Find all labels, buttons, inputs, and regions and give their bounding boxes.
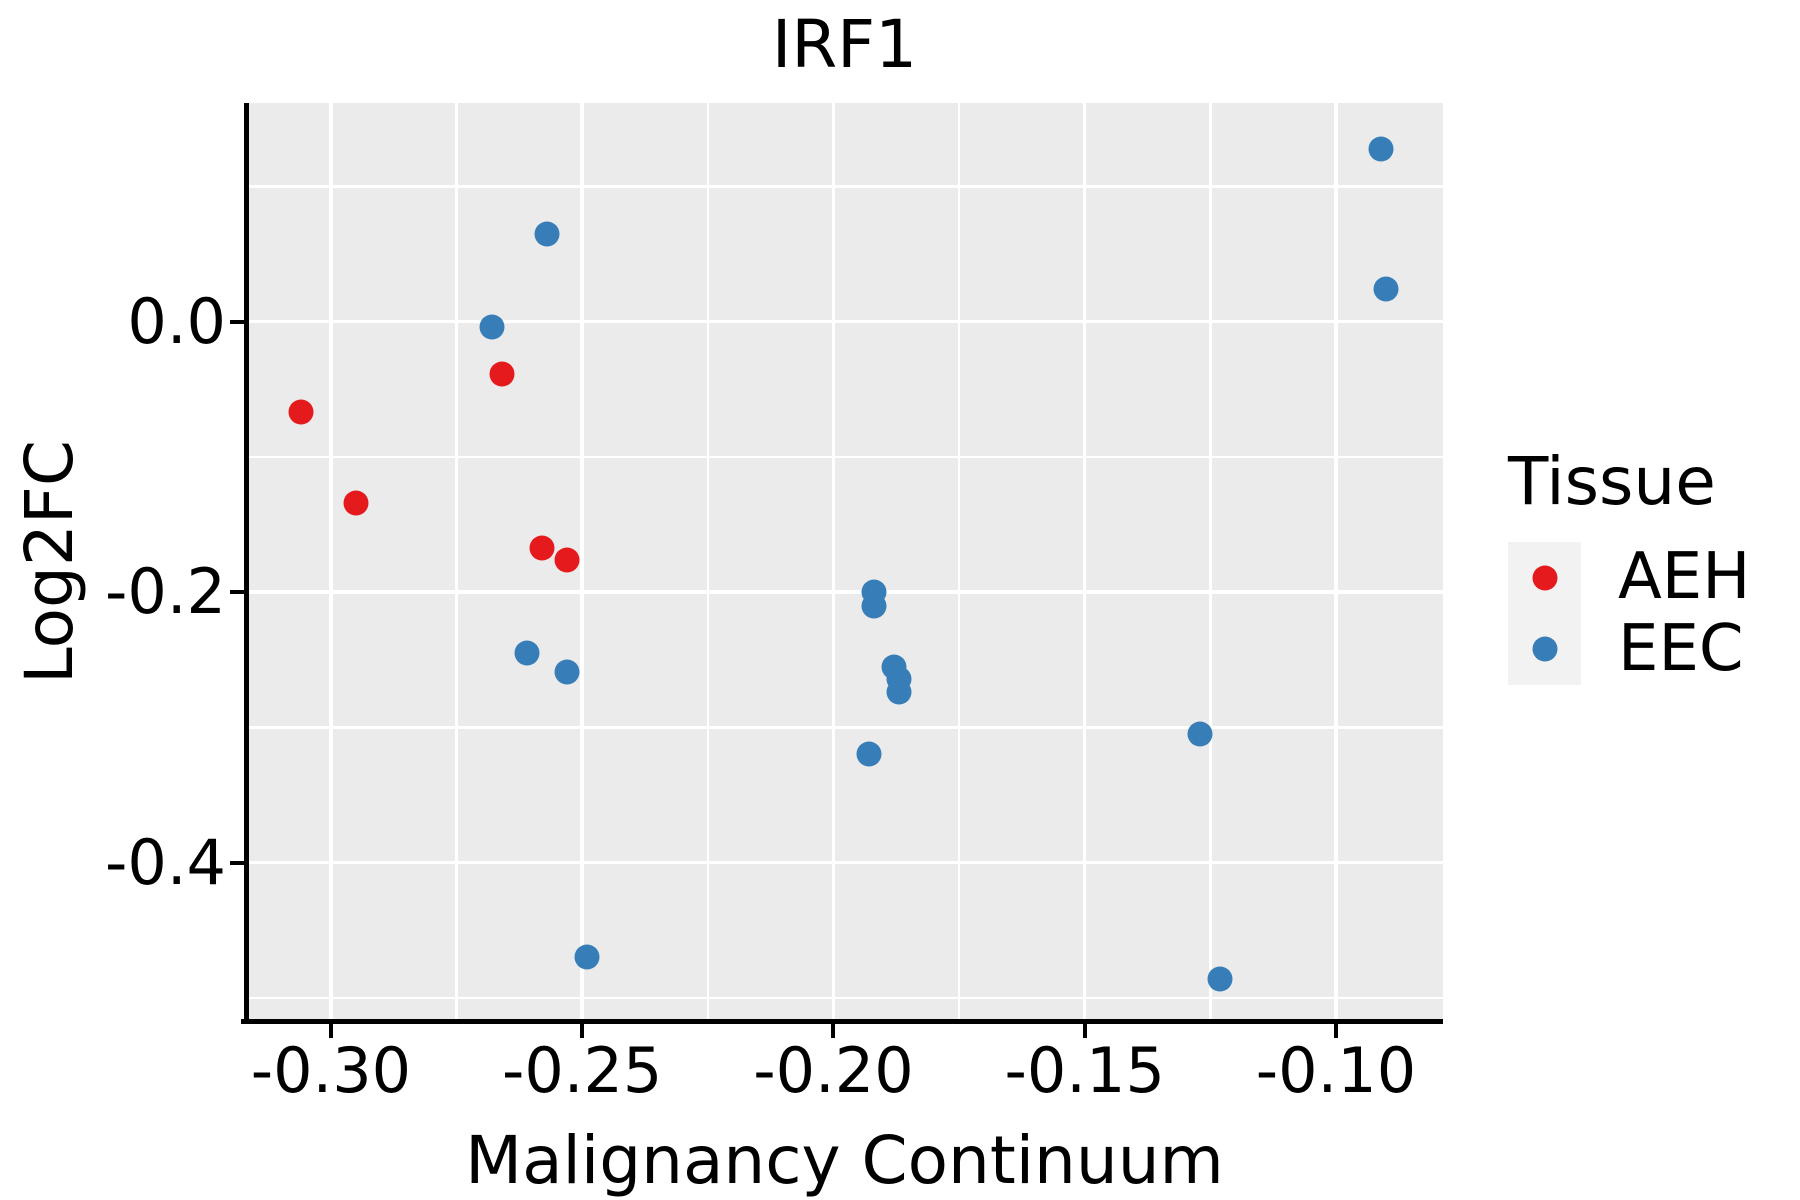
x-axis-title: Malignancy Continuum [465, 1122, 1224, 1199]
aeh-legend-dot [1532, 565, 1557, 591]
legend-label-eec: EEC [1618, 611, 1744, 686]
y-tick-label: -0.2 [105, 555, 226, 629]
x-tick-label: -0.15 [1004, 1034, 1165, 1107]
aeh-data-point [489, 361, 515, 387]
eec-data-point [1207, 966, 1233, 992]
aeh-data-point [529, 535, 555, 561]
aeh-data-point [343, 490, 369, 516]
legend-title: Tissue [1508, 443, 1716, 520]
eec-data-point [479, 314, 505, 340]
aeh-data-point [554, 547, 580, 573]
eec-data-point [554, 659, 580, 685]
eec-data-point [574, 944, 600, 970]
aeh-data-point [288, 399, 314, 425]
y-tick-label: 0.0 [127, 284, 226, 358]
eec-legend-dot [1532, 636, 1557, 662]
x-axis-line [241, 1019, 1443, 1024]
plot-title: IRF1 [771, 6, 918, 83]
legend: Tissue AEH EEC [1508, 444, 1750, 685]
eec-data-point [856, 741, 882, 767]
x-tick-label: -0.10 [1255, 1034, 1417, 1107]
eec-data-point [886, 679, 912, 705]
legend-key-box [1508, 613, 1581, 685]
eec-data-point [534, 221, 560, 247]
x-tick-label: -0.20 [753, 1034, 914, 1107]
y-axis-title: Log2FC [11, 440, 88, 684]
eec-data-point [514, 640, 540, 666]
legend-entry-eec: EEC [1508, 611, 1750, 686]
eec-data-point [1368, 136, 1394, 162]
legend-entry-aeh: AEH [1508, 540, 1751, 614]
x-tick-label: -0.30 [250, 1034, 412, 1107]
eec-data-point [1373, 276, 1399, 302]
legend-key-box [1508, 542, 1581, 614]
y-tick-label: -0.4 [105, 825, 226, 899]
legend-label-aeh: AEH [1618, 540, 1751, 614]
plot-panel [246, 103, 1443, 1021]
eec-data-point [861, 593, 887, 619]
x-tick-label: -0.25 [501, 1034, 663, 1107]
panel-background [246, 103, 1443, 1021]
eec-data-point [1187, 721, 1213, 747]
y-axis-line [244, 103, 249, 1024]
